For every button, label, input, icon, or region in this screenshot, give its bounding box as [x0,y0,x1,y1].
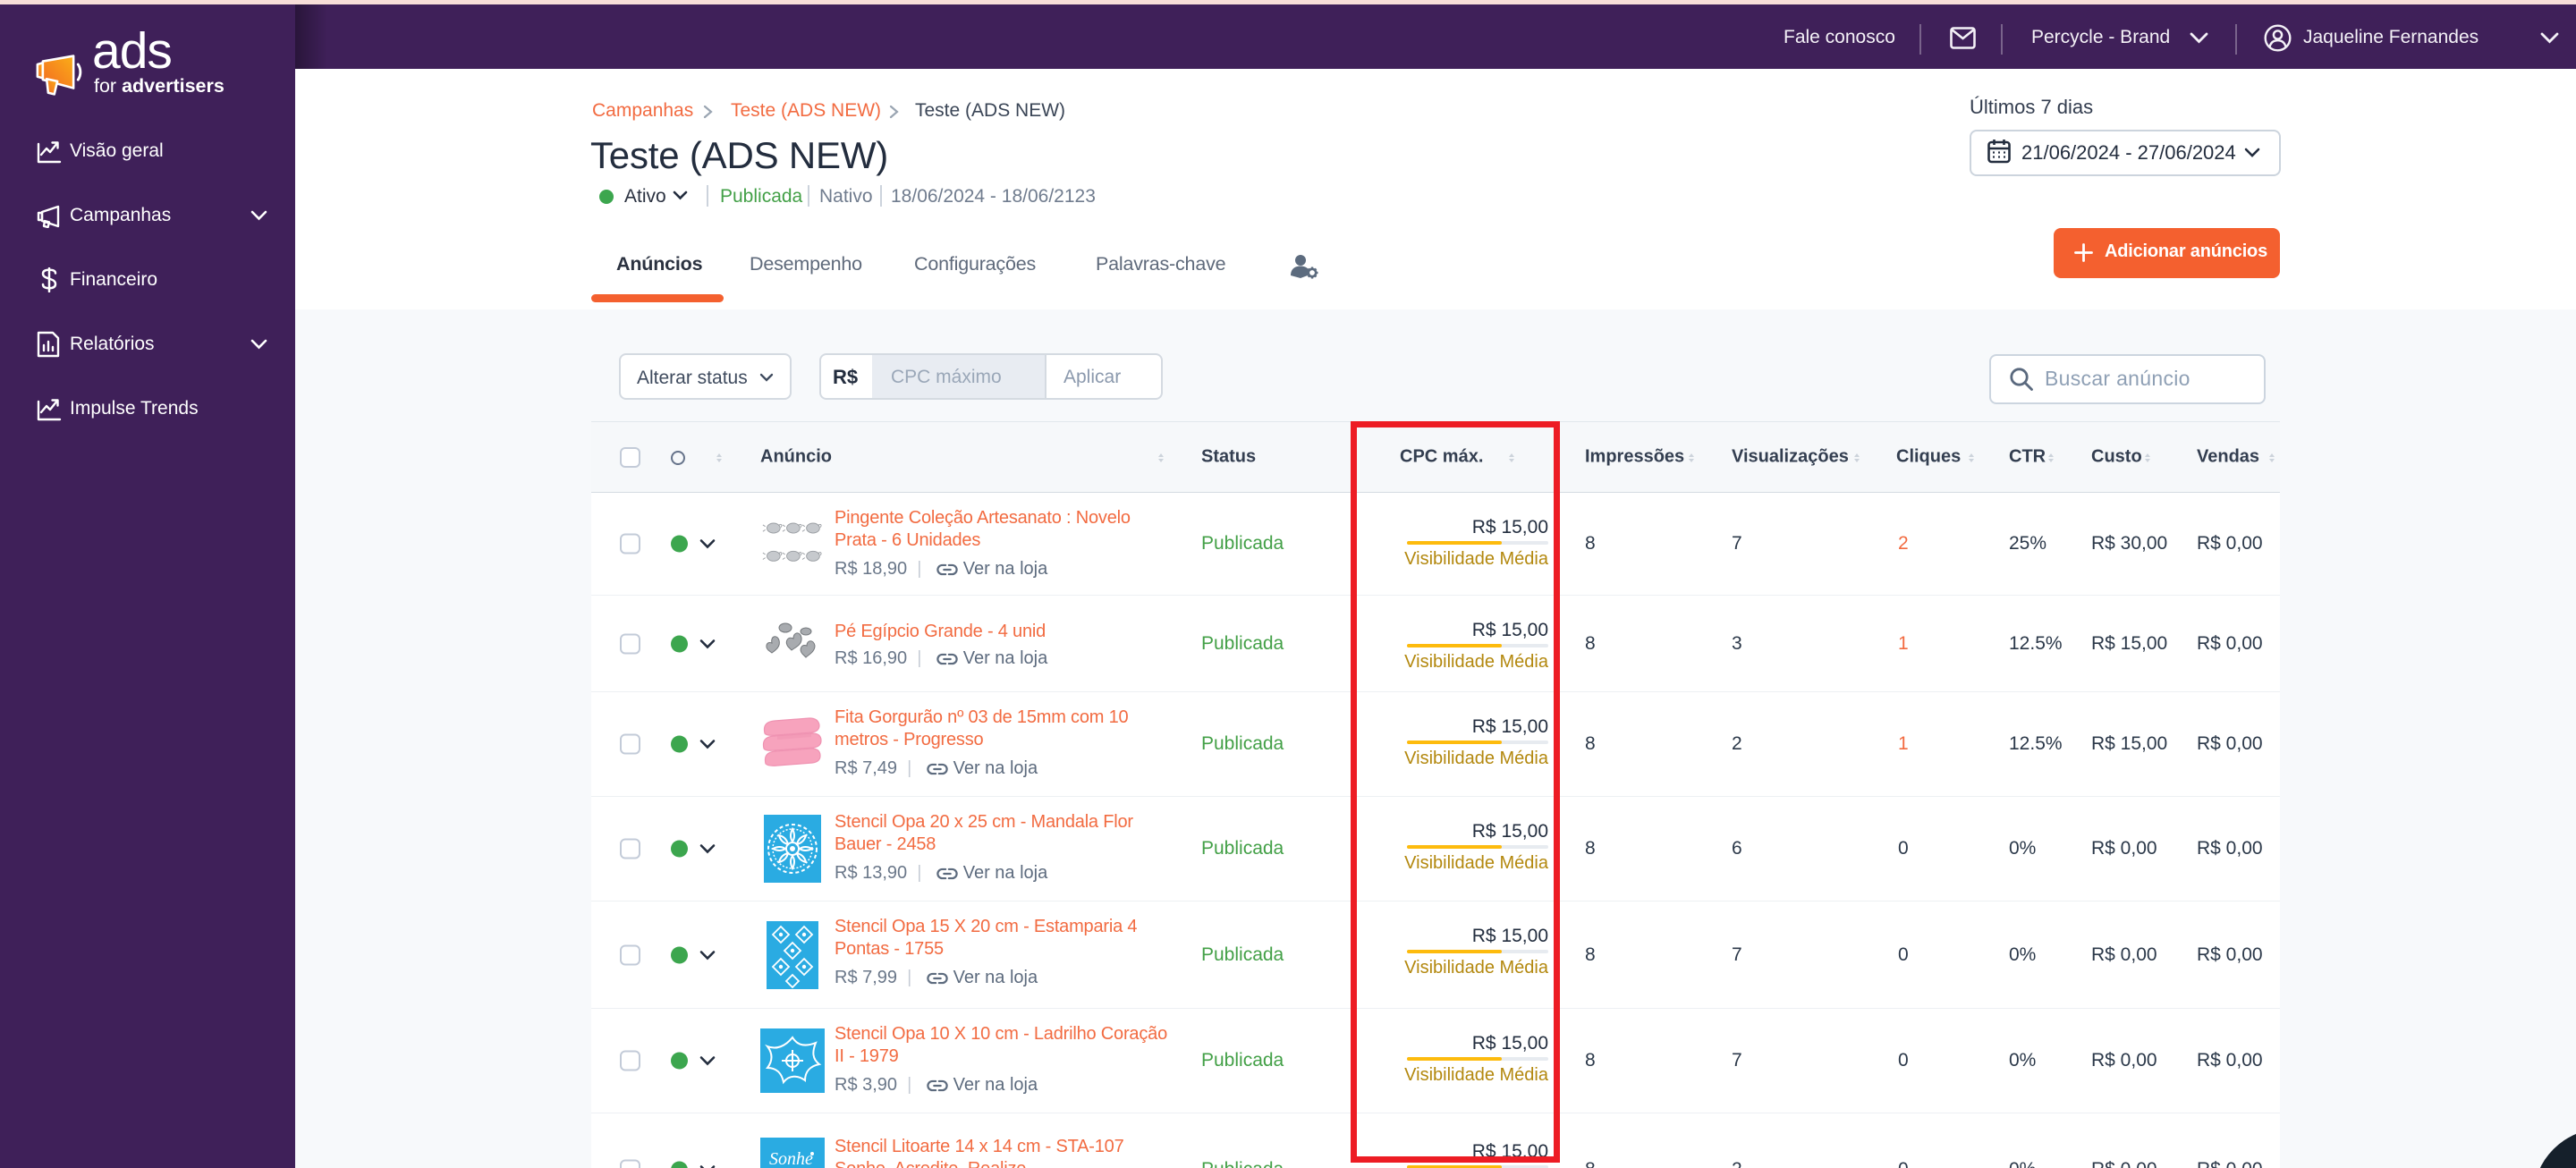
svg-text:Sonhe: Sonhe [769,1149,813,1168]
